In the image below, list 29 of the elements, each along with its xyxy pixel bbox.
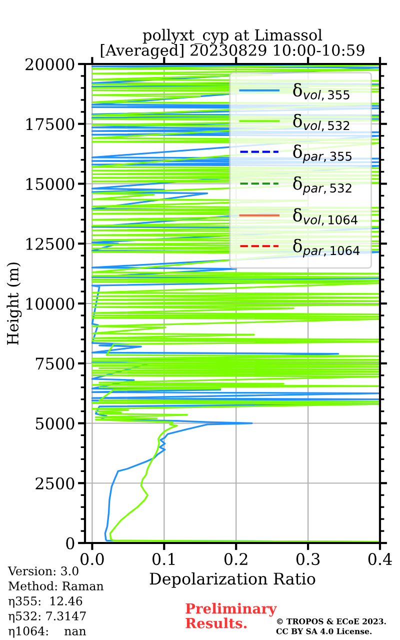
y-tick-label: 0 [66,537,74,550]
y-tick-label: 20000 [26,58,74,70]
x-axis-title: Depolarization Ratio [150,572,316,588]
y-tick-label: 7500 [36,358,74,370]
text: Version: 3.0 [8,566,78,576]
y-tick-label: 12500 [26,238,74,250]
x-tick-label: 0.1 [152,553,175,566]
x-tick-label: 0.4 [368,553,392,566]
y-tick-label: 15000 [26,178,74,190]
legend-label: δ$_{vol,532}$ [293,114,350,132]
legend-label: δ$_{par,1064}$ [293,238,360,258]
legend-label: δ$_{par,355}$ [293,144,352,164]
legend-label: δ$_{vol,355}$ [293,83,350,101]
y-tick-label: 10000 [26,298,74,310]
chart-title: pollyxt_cyp at Limassol [Averaged] 20230829 10:00-10:59 [100,28,364,60]
text: η532: 7.3147 [8,611,86,623]
text: η1064: nan [8,626,86,638]
legend-label: δ$_{vol,1064}$ [293,208,358,226]
legend-label: δ$_{par,532}$ [293,176,352,195]
y-tick-label: 17500 [26,118,74,130]
x-tick-label: 0.2 [224,553,248,566]
y-axis-title: Height (m) [6,262,22,345]
x-tick-label: 0.3 [296,553,320,566]
y-tick-label: 2500 [36,477,74,490]
text: η355: 12.46 [8,596,82,608]
text: Method: Raman [8,581,104,590]
x-tick-label: 0.0 [80,553,104,566]
y-tick-label: 5000 [36,417,74,430]
text: Preliminary Results. [186,602,277,628]
